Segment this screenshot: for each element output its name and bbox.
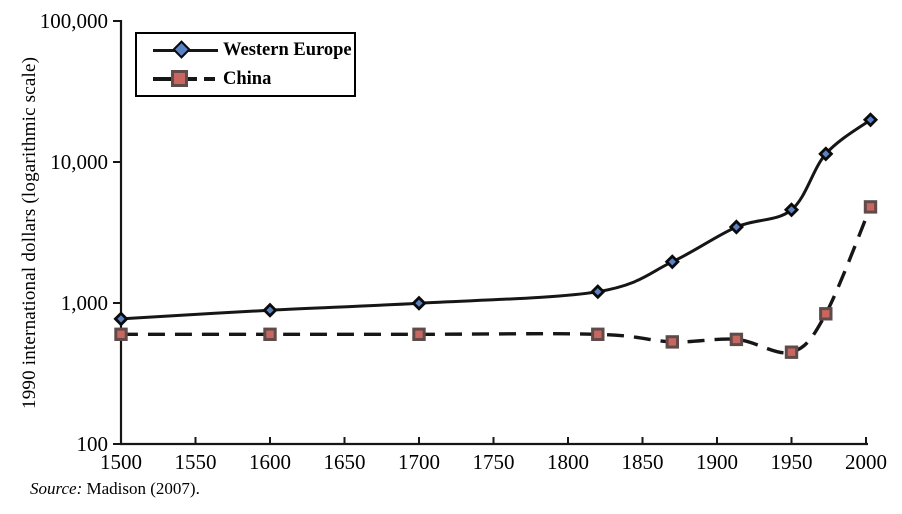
series-line-western-europe xyxy=(120,118,872,321)
square-marker-china xyxy=(863,200,878,214)
x-tick-label: 1600 xyxy=(249,450,291,474)
legend-swatch-china xyxy=(153,69,218,89)
square-marker-china xyxy=(412,327,426,342)
y-tick-label: 10,000 xyxy=(50,150,108,174)
diamond-marker-icon xyxy=(172,40,191,59)
square-marker-icon xyxy=(171,70,188,87)
x-tick-label: 1500 xyxy=(100,450,142,474)
legend-label: China xyxy=(223,68,272,89)
square-marker-china xyxy=(263,327,277,342)
x-tick-label: 2000 xyxy=(845,450,887,474)
x-tick-label: 1550 xyxy=(175,450,217,474)
source-label: Source: xyxy=(30,479,83,498)
diamond-marker-western-europe xyxy=(783,202,800,218)
diamond-marker-western-europe xyxy=(862,112,879,128)
x-tick-label: 1650 xyxy=(324,450,366,474)
y-axis-title: 1990 international dollars (logarithmic … xyxy=(19,56,40,409)
source-citation: Madison (2007). xyxy=(82,479,200,498)
square-marker-china xyxy=(114,327,128,342)
series-line-china xyxy=(121,206,873,355)
diamond-marker-western-europe xyxy=(728,219,744,235)
diamond-marker-western-europe xyxy=(590,284,606,300)
legend-swatch-western-europe xyxy=(153,40,218,60)
dashed-line-sample xyxy=(204,77,215,81)
y-tick-label: 100,000 xyxy=(40,9,108,33)
x-tick-label: 1700 xyxy=(398,450,440,474)
square-marker-china xyxy=(819,307,833,321)
diamond-marker-western-europe xyxy=(664,254,680,270)
y-tick-label: 100 xyxy=(77,432,109,456)
diamond-marker-western-europe xyxy=(818,146,834,162)
legend-label: Western Europe xyxy=(223,39,352,60)
source-note: Source: Madison (2007). xyxy=(30,479,200,499)
y-tick-label: 1,000 xyxy=(61,291,108,315)
x-tick-label: 1850 xyxy=(622,450,664,474)
diamond-marker-western-europe xyxy=(113,311,129,327)
x-tick-label: 1800 xyxy=(547,450,589,474)
diamond-marker-western-europe xyxy=(411,295,427,311)
legend-item-china: China xyxy=(137,69,354,89)
legend: Western Europe China xyxy=(135,32,356,97)
x-tick-label: 1750 xyxy=(473,450,515,474)
square-marker-china xyxy=(665,335,679,349)
x-tick-label: 1900 xyxy=(696,450,738,474)
square-marker-china xyxy=(784,345,799,359)
x-tick-label: 1950 xyxy=(771,450,813,474)
legend-item-western-europe: Western Europe xyxy=(137,40,354,60)
square-marker-china xyxy=(729,332,744,347)
diamond-marker-western-europe xyxy=(262,302,278,318)
square-marker-china xyxy=(591,327,605,342)
